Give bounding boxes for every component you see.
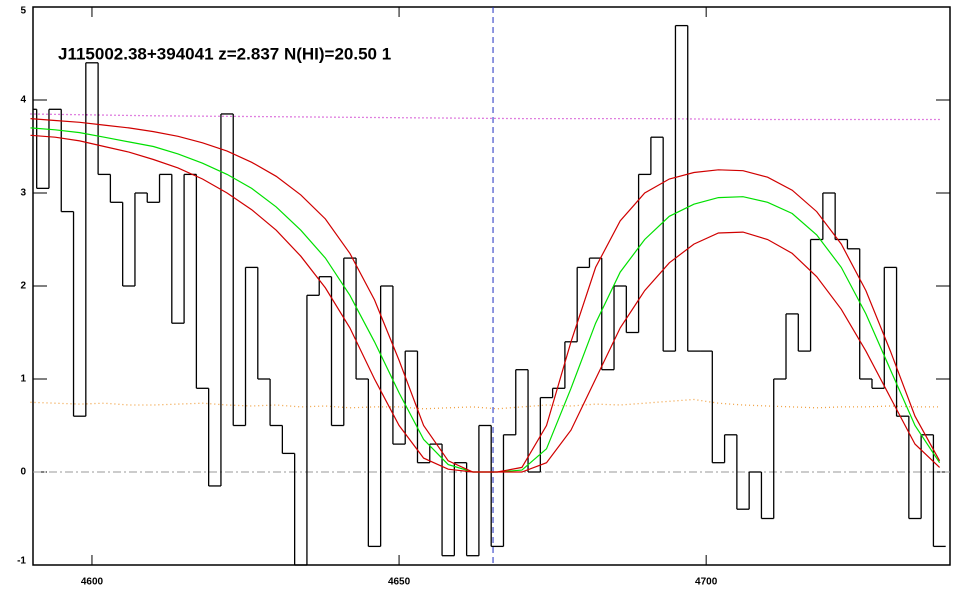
- model-curve: [30, 127, 941, 473]
- error-curve: [30, 398, 940, 410]
- chart-title: J115002.38+394041 z=2.837 N(HI)=20.50 1: [58, 44, 391, 63]
- model-curve: [30, 134, 941, 473]
- y-tick-label: 4: [20, 95, 26, 106]
- error-curve: [30, 113, 940, 121]
- y-tick-label: 5: [20, 6, 26, 17]
- model-curve: [30, 118, 941, 473]
- y-tick-label: 0: [20, 467, 26, 478]
- x-tick-label: 4700: [695, 577, 718, 588]
- y-tick-label: 2: [20, 281, 26, 292]
- x-tick-label: 4600: [81, 577, 104, 588]
- y-tick-label: 3: [20, 188, 26, 199]
- x-tick-label: 4650: [388, 577, 411, 588]
- y-tick-label: 1: [20, 374, 26, 385]
- y-tick-label: -1: [17, 556, 26, 567]
